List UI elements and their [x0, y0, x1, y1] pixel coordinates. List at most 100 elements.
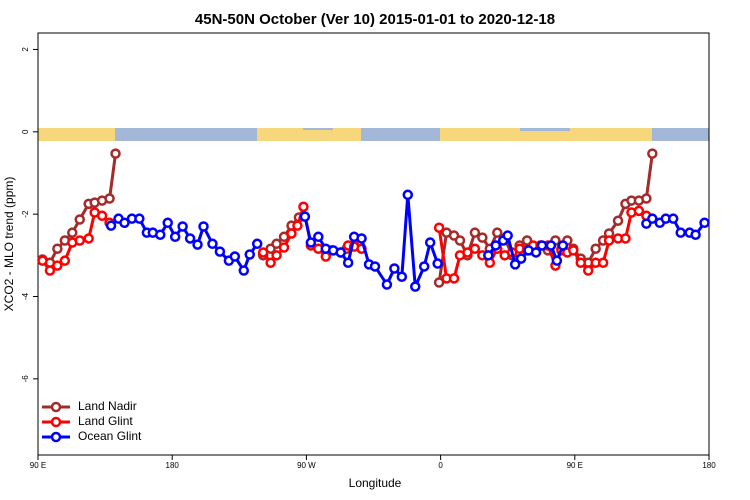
point	[433, 222, 445, 233]
point	[551, 255, 563, 266]
point	[509, 259, 521, 270]
point	[575, 257, 587, 268]
legend-label: Ocean Glint	[78, 429, 142, 443]
point	[590, 243, 601, 254]
point	[490, 240, 502, 251]
point	[67, 227, 78, 238]
chart-title: 45N-50N October (Ver 10) 2015-01-01 to 2…	[195, 11, 555, 28]
point	[402, 189, 414, 201]
point	[192, 239, 203, 250]
point	[299, 211, 311, 222]
point	[545, 240, 557, 251]
point	[433, 277, 445, 288]
point	[418, 261, 430, 272]
point	[620, 233, 631, 244]
legend-marker	[50, 401, 62, 413]
y-tick-label: -2	[21, 210, 30, 218]
point	[469, 227, 481, 238]
legend-label: Land Nadir	[78, 399, 137, 413]
point	[469, 243, 481, 254]
point	[356, 233, 367, 244]
point	[298, 201, 309, 212]
point	[251, 238, 263, 250]
point	[568, 245, 579, 256]
point	[313, 231, 324, 243]
point	[612, 215, 624, 226]
x-tick-label: 90 E	[30, 461, 46, 470]
point	[381, 279, 393, 290]
point	[265, 257, 276, 268]
point	[369, 261, 381, 272]
point	[214, 246, 226, 257]
point	[59, 255, 71, 266]
point	[278, 242, 290, 253]
point	[105, 220, 117, 231]
point	[582, 265, 594, 276]
point	[74, 214, 86, 225]
point	[597, 257, 609, 268]
plot-frame	[37, 32, 710, 456]
x-axis-label: Longitude	[349, 476, 402, 490]
point	[530, 247, 542, 258]
point	[177, 221, 188, 232]
point	[229, 251, 241, 262]
point	[667, 213, 679, 224]
point	[483, 250, 494, 261]
point	[207, 238, 218, 250]
point	[52, 243, 63, 254]
y-axis-label: XCO2 - MLO trend (ppm)	[2, 177, 16, 312]
x-tick-label: 0	[438, 461, 443, 470]
point	[448, 273, 460, 284]
point	[184, 233, 196, 244]
point	[37, 255, 48, 266]
point	[536, 240, 548, 251]
legend-marker	[50, 431, 62, 443]
point	[342, 257, 354, 268]
legend-marker	[50, 416, 62, 428]
point	[557, 240, 569, 251]
x-tick-label: 180	[166, 461, 180, 470]
y-tick-label: 2	[21, 47, 30, 52]
point	[238, 265, 250, 276]
point	[389, 263, 400, 274]
point	[647, 213, 658, 224]
point	[96, 210, 108, 222]
point	[83, 233, 94, 244]
point	[74, 235, 86, 246]
y-tick-label: -4	[21, 292, 30, 300]
point	[699, 217, 710, 229]
point	[119, 217, 130, 229]
point	[44, 265, 56, 276]
x-tick-label: 180	[702, 461, 716, 470]
point	[104, 193, 115, 204]
point	[675, 227, 686, 238]
x-tick-label: 90 W	[297, 461, 316, 470]
point	[454, 235, 466, 246]
point	[396, 271, 408, 282]
point	[515, 253, 527, 264]
map-strip	[38, 128, 709, 141]
point	[286, 228, 297, 239]
point	[292, 220, 303, 231]
point	[335, 247, 346, 258]
point	[647, 148, 658, 159]
point	[641, 193, 652, 204]
point	[110, 148, 121, 159]
point	[162, 217, 173, 229]
x-tick-label: 90 E	[567, 461, 583, 470]
point	[477, 232, 488, 243]
point	[603, 235, 615, 246]
point	[492, 227, 503, 238]
point	[244, 249, 255, 260]
point	[305, 237, 317, 248]
point	[169, 231, 181, 243]
point	[134, 213, 145, 224]
point	[52, 260, 63, 271]
y-tick-label: 0	[21, 129, 30, 134]
point	[271, 250, 282, 261]
point	[198, 221, 209, 232]
point	[257, 247, 269, 258]
point	[690, 229, 701, 240]
y-tick-label: -6	[21, 375, 30, 383]
